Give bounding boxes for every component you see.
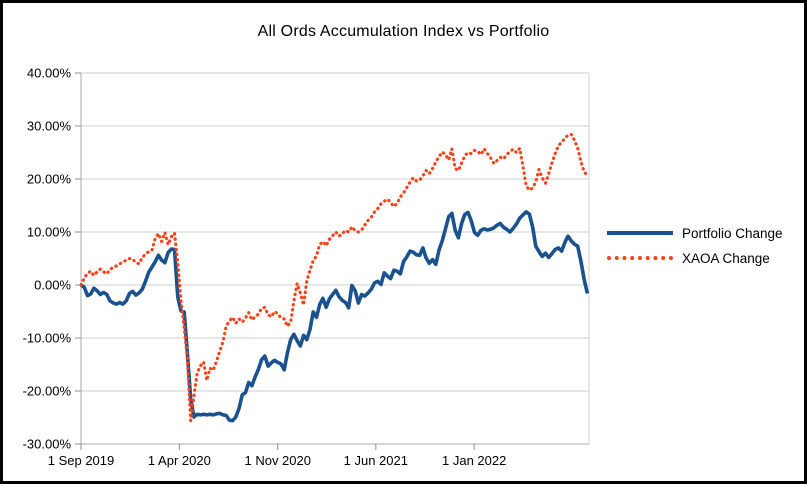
plot-area: 40.00% 30.00% 20.00% 10.00% 0.00% -10.00% -20.… [23,66,590,468]
chart-title: All Ords Accumulation Index vs Portfolio [257,23,550,40]
y-axis-tick-label: 40.00% [27,66,72,81]
y-axis-tick-label: 0.00% [34,278,71,293]
x-axis-tick-label: 1 Jan 2022 [442,453,506,468]
legend-label-xaoa: XAOA Change [682,250,770,266]
y-axis-tick-label: -20.00% [23,384,72,399]
x-axis-tick-label: 1 Apr 2020 [148,453,211,468]
x-axis-tick-label: 1 Nov 2020 [244,453,311,468]
legend-item-xaoa: XAOA Change [607,248,783,268]
x-axis-tick-label: 1 Jun 2021 [344,453,408,468]
y-axis-tick-label: -30.00% [23,437,72,452]
y-axis-tick-label: 10.00% [27,225,72,240]
xaoa-change-line [79,132,589,423]
xaoa-line-swatch [607,256,673,260]
y-axis-tick-label: 20.00% [27,172,72,187]
y-axis-tick-label: -10.00% [23,331,72,346]
portfolio-line-swatch [607,231,673,235]
legend-item-portfolio: Portfolio Change [607,223,783,243]
x-axis-tick-label: 1 Sep 2019 [48,453,115,468]
portfolio-change-line [80,210,590,423]
legend: Portfolio Change XAOA Change [607,223,783,268]
legend-label-portfolio: Portfolio Change [682,225,783,241]
y-axis-tick-label: 30.00% [27,119,72,134]
